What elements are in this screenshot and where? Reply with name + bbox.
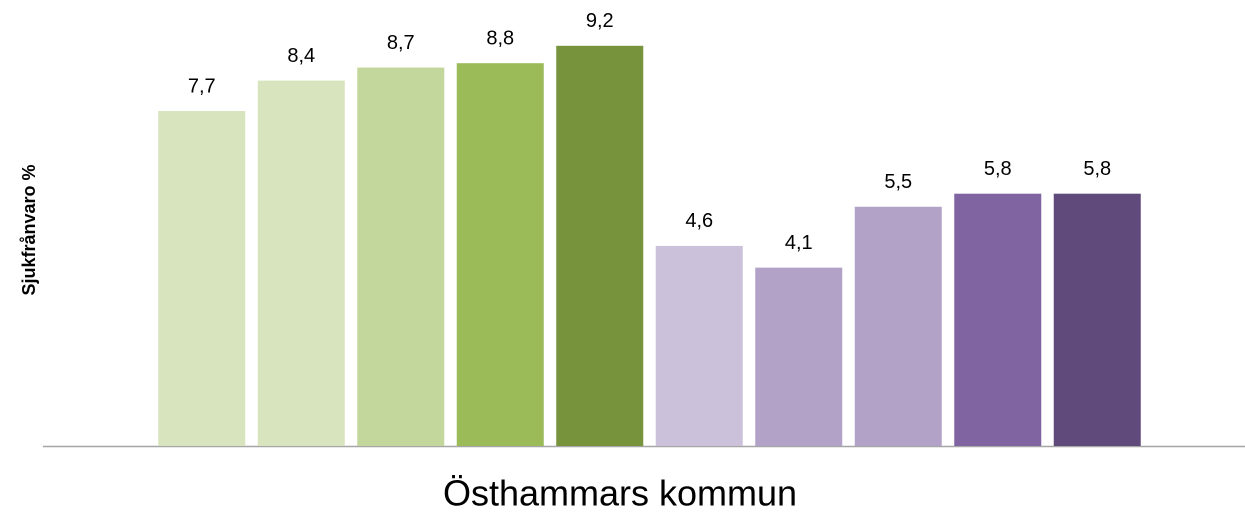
value-label: 5,5 (884, 171, 912, 193)
x-axis-label: Östhammars kommun (443, 473, 797, 514)
bar (158, 111, 246, 447)
y-axis-label: Sjukfrånvaro % (19, 164, 39, 295)
value-label: 5,8 (984, 158, 1012, 180)
value-label: 5,8 (1083, 158, 1111, 180)
value-label: 9,2 (586, 10, 614, 32)
value-label: 4,6 (685, 210, 713, 232)
bar (257, 80, 345, 446)
bar (854, 206, 942, 446)
bar (655, 245, 743, 446)
value-label: 8,7 (387, 32, 415, 54)
value-label: 8,4 (287, 45, 315, 67)
bar (1053, 193, 1141, 446)
value-label: 7,7 (188, 75, 216, 97)
bar (954, 193, 1042, 446)
bar (556, 45, 644, 447)
value-label: 4,1 (785, 232, 813, 254)
bar (357, 67, 445, 447)
bar (456, 63, 544, 446)
value-label: 8,8 (486, 27, 514, 49)
bar (755, 267, 843, 446)
